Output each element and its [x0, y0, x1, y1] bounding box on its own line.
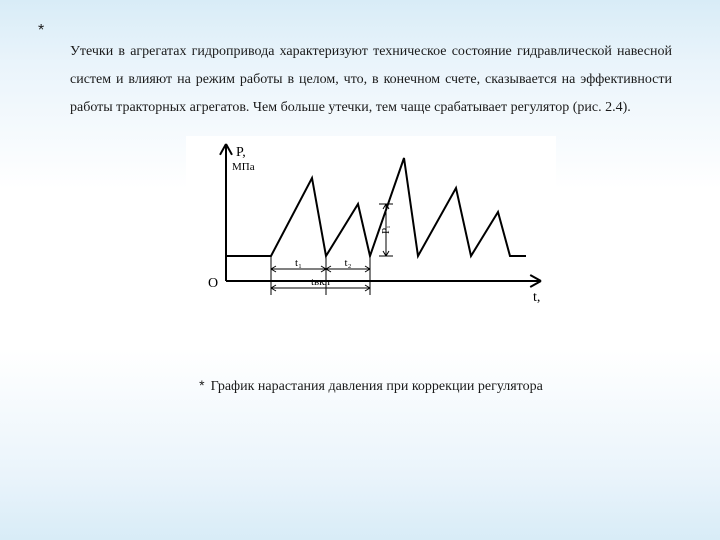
svg-text:О: О [208, 276, 218, 291]
bullet-marker: * [38, 22, 44, 40]
caption-marker: * [199, 377, 204, 393]
svg-text:t₁: t₁ [295, 257, 302, 269]
slide: * Утечки в агрегатах гидропривода характ… [0, 0, 720, 540]
pressure-chart: P,МПа t, Оt₁ t₂ tвкл Pᵢ [186, 136, 556, 331]
svg-text:МПа: МПа [232, 161, 255, 173]
svg-text:t₂: t₂ [345, 257, 352, 269]
body-paragraph: Утечки в агрегатах гидропривода характер… [70, 38, 672, 122]
svg-text:t,: t, [533, 290, 540, 305]
figure-container: P,МПа t, Оt₁ t₂ tвкл Pᵢ [70, 136, 672, 331]
svg-text:Pᵢ: Pᵢ [380, 226, 392, 234]
figure-caption: * График нарастания давления при коррекци… [70, 377, 672, 395]
svg-text:tвкл: tвкл [311, 276, 331, 288]
caption-text: График нарастания давления при коррекции… [211, 379, 543, 394]
svg-text:P,: P, [236, 145, 246, 160]
